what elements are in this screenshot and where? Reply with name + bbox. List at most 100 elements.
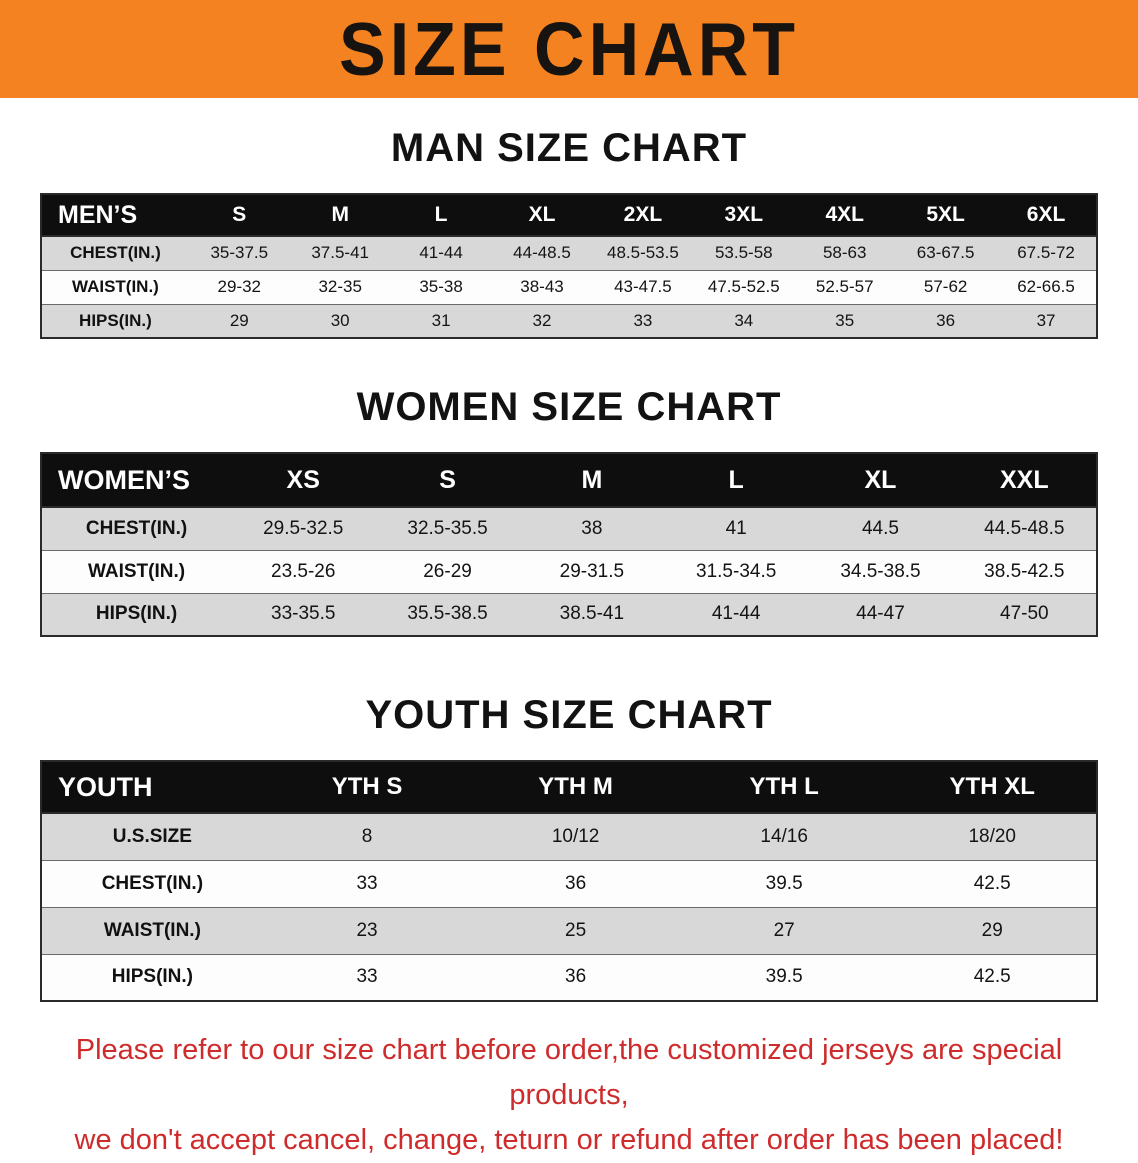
measurement-value: 31: [431, 310, 451, 330]
measurement-label: HIPS(IN.): [79, 310, 152, 330]
measurement-value: 47.5-52.5: [707, 277, 780, 296]
measurement-value: 29: [981, 919, 1003, 941]
table-row: HIPS(IN.) 33 36 39.5 42.5: [41, 954, 1097, 1001]
measurement-value: 38: [581, 517, 603, 539]
measurement-label: CHEST(IN.): [101, 872, 204, 894]
measurement-value: 35-38: [419, 277, 463, 296]
measurement-value: 38.5-42.5: [984, 560, 1065, 582]
measurement-value: 36: [565, 966, 587, 988]
size-column-header: 3XL: [693, 194, 795, 237]
measurement-value: 8: [361, 825, 373, 847]
footer-notice: Please refer to our size chart before or…: [0, 1028, 1138, 1163]
measurement-label: HIPS(IN.): [111, 966, 194, 988]
measurement-value: 34.5-38.5: [840, 560, 921, 582]
measurement-value: 37.5-41: [311, 243, 370, 263]
measurement-value: 41-44: [711, 603, 761, 625]
table-row: WAIST(IN.) 23.5-26 26-29 29-31.5 31.5-34.5 34…: [41, 550, 1097, 593]
table-row: CHEST(IN.) 29.5-32.5 32.5-35.5 38 41 44.5 44.5…: [41, 507, 1097, 550]
measurement-value: 39.5: [765, 872, 803, 894]
measurement-value: 32-35: [318, 277, 362, 296]
youth-section-heading: YOUTH SIZE CHART: [365, 693, 773, 737]
measurement-value: 33: [633, 310, 653, 330]
table-corner-label: WOMEN’S: [41, 453, 232, 508]
measurement-label: CHEST(IN.): [85, 517, 188, 539]
size-column-header: 2XL: [592, 194, 694, 237]
size-column-header: 4XL: [794, 194, 896, 237]
measurement-value: 29: [229, 310, 249, 330]
banner: SIZE CHART: [0, 0, 1138, 98]
measurement-label: WAIST(IN.): [87, 560, 186, 582]
measurement-value: 33: [356, 966, 378, 988]
measurement-value: 29.5-32.5: [263, 517, 344, 539]
size-column-header: S: [188, 194, 290, 237]
table-row: HIPS(IN.) 33-35.5 35.5-38.5 38.5-41 41-44 44-…: [41, 593, 1097, 636]
table-corner-label: MEN’S: [41, 194, 189, 237]
measurement-value: 37: [1036, 310, 1056, 330]
table-row: WAIST(IN.) 29-32 32-35 35-38 38-43 43-47.5 47.…: [41, 270, 1097, 304]
measurement-value: 62-66.5: [1017, 277, 1075, 296]
measurement-value: 36: [936, 310, 956, 330]
measurement-value: 35-37.5: [210, 243, 269, 263]
table-header-row: YOUTH YTH S YTH M YTH L YTH XL: [41, 761, 1097, 814]
measurement-label: WAIST(IN.): [71, 277, 159, 296]
measurement-value: 44.5-48.5: [984, 517, 1065, 539]
size-column-header: XL: [808, 453, 953, 508]
size-column-header: YTH S: [262, 761, 472, 814]
measurement-value: 43-47.5: [614, 277, 672, 296]
table-row: WAIST(IN.) 23 25 27 29: [41, 907, 1097, 954]
notice-line-2: we don't accept cancel, change, teturn o…: [74, 1123, 1064, 1156]
size-column-header: L: [390, 194, 492, 237]
measurement-value: 48.5-53.5: [606, 243, 679, 263]
measurement-value: 33-35.5: [271, 603, 336, 625]
measurement-value: 10/12: [551, 825, 600, 847]
size-column-header: 5XL: [895, 194, 997, 237]
size-column-header: XS: [231, 453, 376, 508]
measurement-value: 23: [356, 919, 378, 941]
measurement-value: 14/16: [760, 825, 808, 847]
measurement-value: 35: [835, 310, 855, 330]
measurement-value: 18/20: [968, 825, 1016, 847]
measurement-value: 42.5: [973, 872, 1011, 894]
measurement-value: 29-32: [217, 277, 262, 296]
men-size-table: MEN’S S M L XL 2XL 3XL 4XL 5XL 6XL CHEST(IN.) 35-37…: [40, 193, 1098, 339]
measurement-label: U.S.SIZE: [112, 825, 192, 847]
women-section-heading: WOMEN SIZE CHART: [356, 385, 782, 429]
measurement-value: 35.5-38.5: [407, 603, 488, 625]
measurement-label: CHEST(IN.): [70, 243, 161, 263]
measurement-value: 52.5-57: [815, 277, 874, 296]
measurement-value: 38-43: [520, 277, 564, 296]
measurement-value: 53.5-58: [714, 243, 773, 263]
size-column-header: YTH M: [471, 761, 680, 814]
measurement-value: 30: [330, 310, 350, 330]
measurement-value: 41-44: [419, 243, 463, 263]
measurement-value: 26-29: [423, 560, 472, 582]
measurement-value: 47-50: [1000, 603, 1049, 625]
measurement-value: 44-48.5: [513, 243, 571, 263]
measurement-value: 44.5: [861, 517, 899, 539]
measurement-value: 38.5-41: [559, 603, 625, 625]
table-row: U.S.SIZE 8 10/12 14/16 18/20: [41, 813, 1097, 860]
measurement-value: 34: [734, 310, 754, 330]
men-size-section: MAN SIZE CHART MEN’S S M L XL 2XL 3XL 4XL 5XL 6XL…: [0, 126, 1138, 339]
women-size-table: WOMEN’S XS S M L XL XXL CHEST(IN.) 29.5-32.5 32.5…: [40, 452, 1098, 637]
measurement-value: 39.5: [765, 966, 803, 988]
size-column-header: YTH XL: [888, 761, 1097, 814]
size-column-header: YTH L: [679, 761, 889, 814]
size-column-header: XXL: [952, 453, 1097, 508]
measurement-value: 33: [356, 872, 378, 894]
table-header-row: WOMEN’S XS S M L XL XXL: [41, 453, 1097, 508]
measurement-value: 67.5-72: [1017, 243, 1075, 263]
size-column-header: XL: [491, 194, 593, 237]
measurement-value: 27: [773, 919, 795, 941]
page-title: SIZE CHART: [339, 6, 799, 92]
measurement-value: 23.5-26: [271, 560, 336, 582]
youth-size-table: YOUTH YTH S YTH M YTH L YTH XL U.S.SIZE 8 10/12…: [40, 760, 1098, 1002]
size-column-header: 6XL: [996, 194, 1097, 237]
size-column-header: M: [289, 194, 391, 237]
measurement-value: 63-67.5: [916, 243, 975, 263]
measurement-value: 32: [532, 310, 552, 330]
table-corner-label: YOUTH: [41, 761, 263, 814]
size-column-header: L: [664, 453, 809, 508]
measurement-value: 58-63: [822, 243, 867, 263]
youth-size-section: YOUTH SIZE CHART YOUTH YTH S YTH M YTH L YTH…: [0, 693, 1138, 1002]
